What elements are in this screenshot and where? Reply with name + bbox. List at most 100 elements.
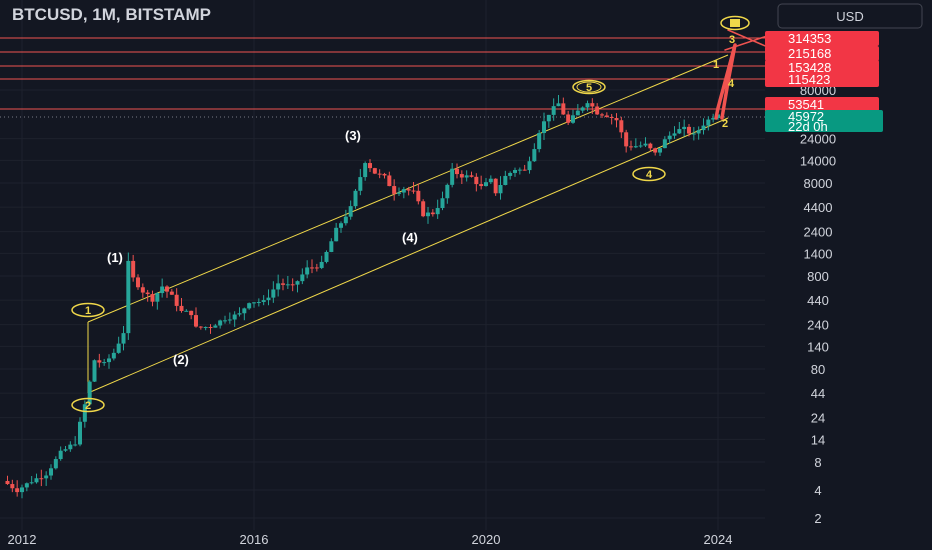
candle-body-5 bbox=[29, 482, 34, 484]
candle-body-113 bbox=[551, 106, 556, 115]
price-tick-8: 440 bbox=[807, 293, 829, 308]
price-tick-12: 44 bbox=[811, 386, 825, 401]
candle-body-61 bbox=[300, 274, 305, 282]
candle-body-76 bbox=[372, 168, 377, 174]
candle-body-133 bbox=[648, 143, 653, 149]
currency-button[interactable]: USD bbox=[777, 3, 923, 29]
projection-path bbox=[714, 29, 771, 120]
candle-body-138 bbox=[672, 133, 677, 136]
target-badge-3 bbox=[765, 60, 879, 75]
candle-body-51 bbox=[252, 302, 256, 304]
price-tick-11: 80 bbox=[811, 362, 825, 377]
candle-body-128 bbox=[624, 132, 629, 147]
time-tick-0: 2012 bbox=[8, 532, 37, 547]
candle-body-105 bbox=[513, 169, 517, 173]
time-tick-3: 2024 bbox=[704, 532, 733, 547]
candlestick-series bbox=[5, 95, 720, 499]
candle-body-3 bbox=[20, 487, 24, 493]
candle-body-80 bbox=[392, 186, 397, 194]
candle-body-119 bbox=[580, 107, 585, 111]
candle-body-30 bbox=[150, 294, 155, 302]
candle-body-67 bbox=[329, 241, 334, 252]
candle-body-82 bbox=[401, 189, 406, 193]
price-tick-15: 8 bbox=[814, 455, 821, 470]
price-tick-6: 1400 bbox=[804, 246, 833, 261]
last-price-badge: 45972 22d 0h bbox=[765, 109, 883, 134]
candle-body-48 bbox=[237, 313, 242, 315]
candle-body-131 bbox=[638, 145, 643, 147]
price-tick-13: 24 bbox=[811, 411, 825, 426]
candle-body-112 bbox=[546, 114, 551, 122]
candle-body-87 bbox=[426, 212, 430, 217]
price-tick-9: 240 bbox=[807, 318, 829, 333]
candle-body-132 bbox=[643, 143, 648, 146]
candle-body-120 bbox=[585, 103, 590, 108]
candle-body-124 bbox=[604, 115, 609, 117]
candle-body-68 bbox=[334, 227, 339, 242]
candle-body-142 bbox=[691, 133, 696, 135]
candle-body-103 bbox=[503, 175, 508, 186]
candle-body-43 bbox=[213, 325, 218, 328]
candle-body-96 bbox=[469, 175, 474, 177]
candle-body-17 bbox=[87, 381, 92, 405]
candle-body-135 bbox=[658, 148, 662, 153]
target-badge-4-text: 115423 bbox=[788, 72, 830, 87]
candle-body-110 bbox=[537, 133, 542, 150]
price-tick-2: 14000 bbox=[800, 153, 836, 168]
candle-body-1 bbox=[10, 484, 15, 489]
candle-body-126 bbox=[614, 117, 619, 121]
candle-body-16 bbox=[82, 404, 87, 422]
candle-body-75 bbox=[368, 163, 372, 169]
candle-body-134 bbox=[653, 148, 658, 153]
circle-label-4: 4 bbox=[632, 166, 666, 182]
candle-body-18 bbox=[92, 360, 97, 382]
target-badge-3-text: 153428 bbox=[788, 60, 831, 75]
candle-body-42 bbox=[208, 327, 213, 329]
candle-body-84 bbox=[411, 190, 416, 192]
projection-red-path bbox=[714, 43, 737, 120]
price-axis[interactable]: 8000024000140008000440024001400800440240… bbox=[800, 83, 836, 526]
candle-body-21 bbox=[107, 358, 111, 363]
target-badges: 314353 215168 153428 115423 53541 bbox=[765, 31, 879, 112]
candle-body-107 bbox=[522, 169, 527, 171]
candle-body-81 bbox=[397, 192, 401, 194]
time-tick-2: 2020 bbox=[472, 532, 501, 547]
candle-body-19 bbox=[97, 360, 102, 363]
circle-label-5: 5 bbox=[572, 79, 606, 95]
candle-body-129 bbox=[629, 146, 633, 148]
candle-body-97 bbox=[474, 176, 479, 185]
candle-body-86 bbox=[421, 201, 426, 217]
candle-body-13 bbox=[68, 444, 73, 450]
candle-body-63 bbox=[310, 267, 314, 269]
candle-body-11 bbox=[58, 450, 63, 460]
symbol-title[interactable]: BTCUSD, 1M, BITSTAMP bbox=[12, 5, 211, 24]
candle-body-125 bbox=[609, 116, 614, 118]
target-badge-5 bbox=[765, 97, 879, 112]
candle-body-123 bbox=[600, 114, 604, 116]
time-axis[interactable]: 2012 2016 2020 2024 bbox=[8, 532, 733, 547]
price-tick-14: 14 bbox=[811, 432, 825, 447]
candle-body-26 bbox=[131, 260, 136, 278]
candle-body-108 bbox=[527, 161, 532, 171]
projection-label-3: 3 bbox=[729, 34, 735, 46]
candle-body-31 bbox=[155, 293, 160, 302]
candle-body-28 bbox=[140, 287, 145, 293]
candle-body-24 bbox=[121, 333, 126, 344]
candle-body-74 bbox=[363, 163, 368, 178]
candle-body-9 bbox=[49, 468, 53, 476]
currency-button-label: USD bbox=[836, 9, 863, 24]
projection-circle-inner bbox=[730, 19, 740, 27]
candle-body-79 bbox=[387, 175, 392, 187]
svg-text:5: 5 bbox=[586, 82, 592, 94]
candle-body-89 bbox=[435, 208, 440, 215]
candle-body-94 bbox=[459, 174, 464, 178]
candle-body-55 bbox=[271, 289, 276, 298]
candle-body-109 bbox=[532, 149, 537, 162]
candle-body-12 bbox=[63, 449, 68, 451]
price-tick-16: 4 bbox=[814, 483, 821, 498]
candle-body-115 bbox=[561, 103, 566, 115]
candle-body-91 bbox=[445, 184, 450, 199]
price-tick-4: 4400 bbox=[804, 200, 833, 215]
candle-body-37 bbox=[184, 310, 189, 312]
